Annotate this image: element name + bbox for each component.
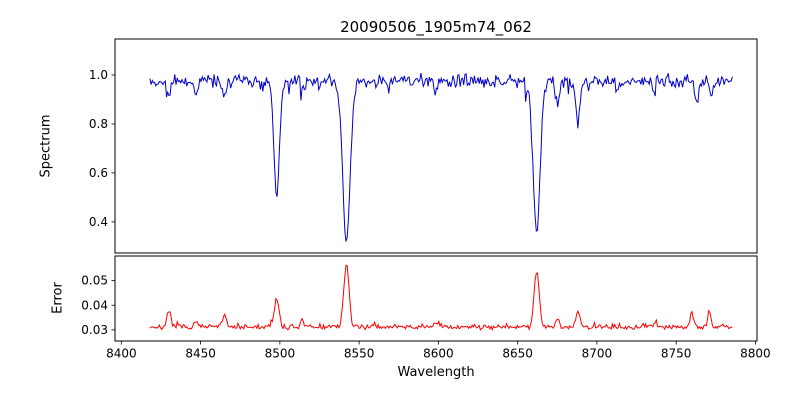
svg-text:8400: 8400 [106,347,137,361]
x-axis-label: Wavelength [397,365,475,380]
svg-text:0.04: 0.04 [81,298,108,312]
svg-text:0.05: 0.05 [81,274,108,288]
svg-text:8550: 8550 [344,347,375,361]
svg-text:0.4: 0.4 [89,215,108,229]
svg-text:1.0: 1.0 [89,68,108,82]
svg-text:8700: 8700 [582,347,613,361]
svg-text:8800: 8800 [740,347,771,361]
svg-text:8600: 8600 [423,347,454,361]
svg-text:0.6: 0.6 [89,166,108,180]
spectrum-y-axis-label: Spectrum [38,114,54,178]
svg-text:0.03: 0.03 [81,323,108,337]
chart-title: 20090506_1905m74_062 [340,18,532,36]
svg-text:0.8: 0.8 [89,117,108,131]
error-y-axis-label: Error [50,282,66,314]
svg-text:8750: 8750 [661,347,692,361]
svg-text:8650: 8650 [502,347,533,361]
svg-text:8500: 8500 [265,347,296,361]
svg-text:8450: 8450 [185,347,216,361]
